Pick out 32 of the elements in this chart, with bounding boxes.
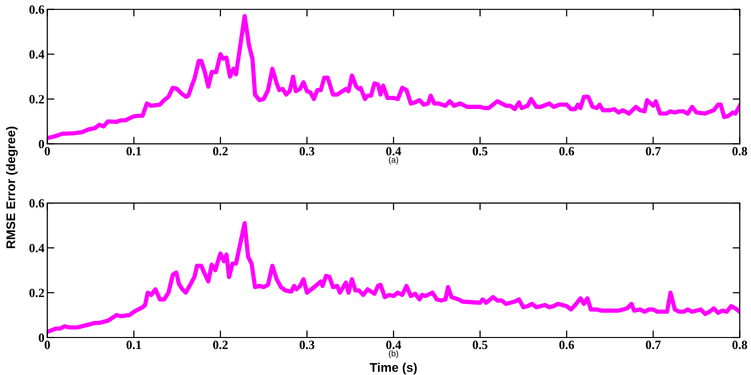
x-tick-label: 0.7 [646, 340, 661, 350]
y-tick-label: 0.2 [29, 288, 44, 298]
y-tick-label: 0.2 [29, 95, 44, 104]
x-tick-label: 0.8 [732, 340, 748, 350]
y-tick-label: 0 [38, 334, 44, 342]
y-tick-label: 0.6 [29, 199, 44, 208]
x-tick-label: 0.1 [126, 146, 142, 156]
y-tick-label: 0.4 [29, 244, 44, 252]
x-tick-label: 0.1 [126, 340, 142, 350]
text: (b) [388, 350, 398, 358]
x-tick-label: 0.4 [386, 146, 402, 156]
x-tick-label: 0.6 [559, 146, 574, 156]
x-tick-label: 0.2 [213, 146, 228, 156]
y-tick-label: 0.6 [29, 5, 44, 14]
x-tick-label: 0.2 [213, 340, 228, 350]
x-tick-label: 0 [44, 340, 50, 350]
x-tick-label: 0.4 [386, 340, 402, 350]
x-tick-label: 0.8 [732, 146, 748, 156]
y-tick-label: 0.4 [29, 50, 44, 59]
x-tick-label: 0.6 [559, 340, 574, 350]
x-tick-label: 0.3 [300, 340, 314, 350]
line-series [47, 14, 740, 140]
x-tick-label: 0.5 [472, 146, 488, 156]
y-tick-label: 0 [38, 140, 44, 148]
y-axis-title: RMSE Error (degree) [6, 126, 18, 248]
x-tick-label: 0.3 [300, 146, 314, 156]
line-series [47, 221, 740, 334]
text: (a) [388, 156, 398, 164]
x-tick-label: 0 [44, 146, 50, 156]
x-axis-title: Time (s) [370, 362, 417, 374]
x-tick-label: 0.7 [646, 146, 661, 156]
x-tick-label: 0.5 [472, 340, 488, 350]
